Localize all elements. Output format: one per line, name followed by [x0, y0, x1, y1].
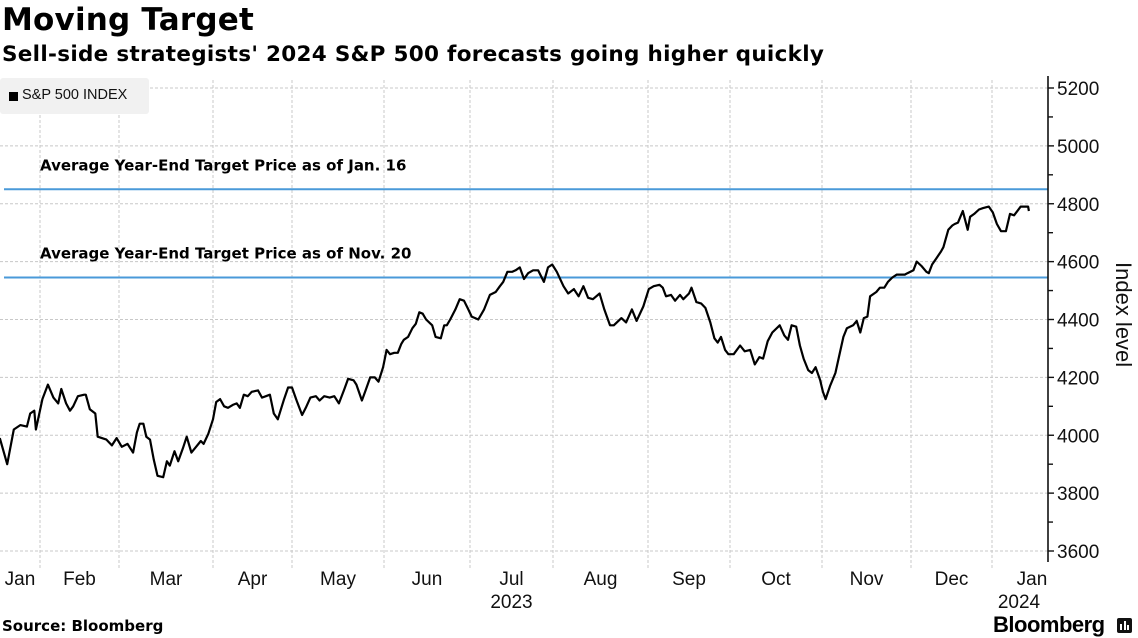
- y-tick-label: 5000: [1057, 137, 1099, 158]
- y-tick-label: 4200: [1057, 368, 1099, 389]
- chart-title: Moving Target: [2, 2, 255, 38]
- x-tick-label: Jan: [1017, 569, 1048, 590]
- grid: [0, 80, 1048, 570]
- x-tick-label: Jun: [412, 569, 443, 590]
- legend: [0, 78, 149, 114]
- y-tick-label: 5200: [1057, 79, 1099, 100]
- source-note: Source: Bloomberg: [2, 617, 164, 635]
- y-axis-label: Index level: [1111, 262, 1136, 367]
- x-tick-label: Jan: [5, 569, 36, 590]
- x-tick-label: Apr: [238, 569, 268, 590]
- x-tick-label: Mar: [150, 569, 183, 590]
- x-year-label: 2023: [490, 592, 532, 613]
- chart-subtitle: Sell-side strategists' 2024 S&P 500 fore…: [2, 42, 825, 67]
- x-tick-label: Aug: [584, 569, 618, 590]
- x-tick-label: Nov: [850, 569, 884, 590]
- x-tick-label: Feb: [63, 569, 96, 590]
- legend-swatch-sp500: [9, 92, 18, 101]
- y-tick-label: 3800: [1057, 484, 1099, 505]
- x-year-label: 2024: [998, 592, 1041, 613]
- reference-lines: Average Year-End Target Price as of Jan.…: [4, 156, 1048, 279]
- y-tick-label: 4800: [1057, 195, 1099, 216]
- bloomberg-chart-icon: [1117, 618, 1132, 633]
- series-line-sp500: [0, 205, 1030, 479]
- y-ticks: 3600 3800 4000 4200 4400 4600 4800 5000 5200: [1048, 79, 1099, 563]
- x-tick-label: Oct: [761, 569, 791, 590]
- reference-line-label: Average Year-End Target Price as of Nov.…: [40, 245, 411, 263]
- x-tick-label: Sep: [672, 569, 706, 590]
- x-tick-label: Jul: [499, 569, 523, 590]
- legend-label-sp500: S&P 500 INDEX: [22, 87, 128, 103]
- x-tick-label: May: [320, 569, 356, 590]
- y-tick-label: 3600: [1057, 542, 1099, 563]
- y-tick-label: 4400: [1057, 311, 1099, 332]
- x-ticks: Jan Feb Mar Apr May Jun Jul Aug Sep Oct Nov Dec Jan2…: [5, 569, 1048, 613]
- y-tick-label: 4600: [1057, 253, 1099, 274]
- bloomberg-logo: Bloomberg: [993, 612, 1105, 637]
- y-tick-label: 4000: [1057, 426, 1099, 447]
- x-tick-label: Dec: [935, 569, 969, 590]
- reference-line-label: Average Year-End Target Price as of Jan.…: [40, 156, 406, 174]
